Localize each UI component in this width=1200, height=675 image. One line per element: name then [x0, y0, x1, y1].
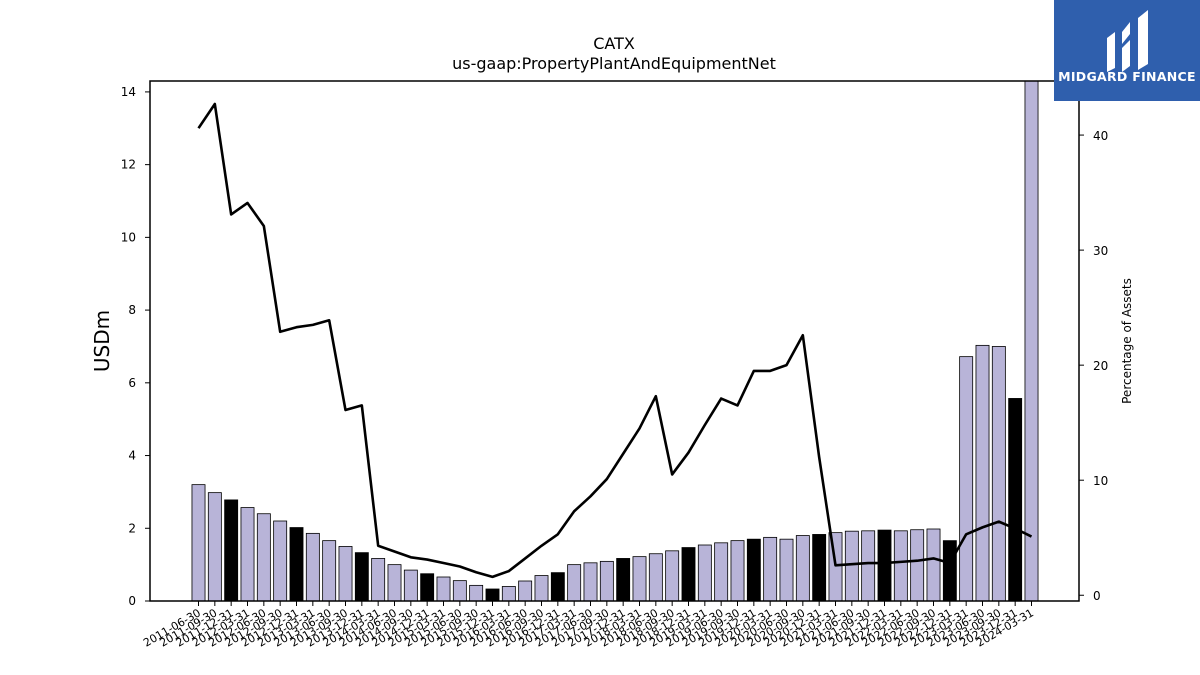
series-line: [197, 102, 1033, 579]
line-series: [197, 102, 1033, 579]
bar: [1008, 398, 1023, 602]
bar: [567, 564, 582, 602]
bar: [730, 540, 745, 602]
midgard-logo-icon: [1107, 10, 1148, 72]
chart-subtitle: us-gaap:PropertyPlantAndEquipmentNet: [452, 54, 776, 73]
bar: [910, 529, 925, 602]
plot-frame: [149, 80, 1080, 602]
bar: [763, 536, 778, 602]
logo-text: MIDGARD FINANCE: [1058, 69, 1196, 84]
bar: [632, 556, 647, 602]
bar: [681, 547, 696, 602]
bar: [926, 528, 941, 602]
bar: [354, 552, 369, 602]
bar: [240, 507, 255, 602]
bar: [599, 560, 614, 602]
bar: [616, 558, 631, 602]
y-axis-right-label: Percentage of Assets: [1120, 278, 1134, 404]
bar: [534, 575, 549, 602]
bar: [812, 534, 827, 602]
bar: [387, 564, 402, 602]
y-tick-label: 2: [128, 521, 136, 535]
right-axis: 0 10 20 30 40: [1079, 129, 1108, 603]
y-tick-label: 8: [128, 303, 136, 317]
chart-title: CATX: [593, 34, 635, 53]
bar: [991, 346, 1006, 602]
bar: [844, 530, 859, 602]
left-axis: 0 2 4 6 8 10 12 14: [121, 85, 150, 608]
bar: [1024, 80, 1039, 602]
y-right-tick-label: 20: [1093, 359, 1108, 373]
bar: [893, 530, 908, 602]
bar: [305, 532, 320, 602]
bar: [583, 562, 598, 602]
bar: [485, 588, 500, 602]
bar: [403, 569, 418, 602]
bar: [436, 576, 451, 602]
y-tick-label: 10: [121, 230, 136, 244]
bar: [207, 492, 222, 602]
y-right-tick-label: 40: [1093, 129, 1108, 143]
bar: [959, 356, 974, 602]
bar: [420, 573, 435, 602]
bar: [371, 558, 386, 602]
y-tick-label: 12: [121, 158, 136, 172]
bar: [942, 540, 957, 602]
bar: [452, 580, 467, 602]
bar: [746, 538, 761, 602]
bar: [289, 527, 304, 602]
y-axis-label: USDm: [90, 310, 114, 372]
bar: [648, 553, 663, 602]
bar: [795, 535, 810, 602]
bar: [697, 544, 712, 602]
bar: [550, 572, 565, 602]
y-right-tick-label: 0: [1093, 589, 1101, 603]
bar: [191, 484, 206, 602]
bar: [518, 580, 533, 602]
bar: [501, 586, 516, 602]
y-right-tick-label: 30: [1093, 244, 1108, 258]
bar: [975, 344, 990, 602]
y-tick-label: 6: [128, 376, 136, 390]
y-right-tick-label: 10: [1093, 474, 1108, 488]
bar: [338, 546, 353, 602]
y-tick-label: 0: [128, 594, 136, 608]
bar: [861, 530, 876, 602]
bar: [469, 584, 484, 602]
bar: [322, 540, 337, 602]
bar: [273, 520, 288, 602]
brand-logo: MIDGARD FINANCE: [1054, 0, 1200, 101]
bar: [714, 542, 729, 602]
bar-series: [191, 80, 1039, 602]
x-axis: 2011-06-302011-09-302011-12-312012-03-31…: [141, 601, 1036, 650]
bar: [877, 529, 892, 602]
bar: [224, 499, 239, 602]
y-tick-label: 4: [128, 449, 136, 463]
bar: [665, 550, 680, 602]
bar: [256, 513, 271, 602]
bar: [779, 538, 794, 602]
y-tick-label: 14: [121, 85, 136, 99]
